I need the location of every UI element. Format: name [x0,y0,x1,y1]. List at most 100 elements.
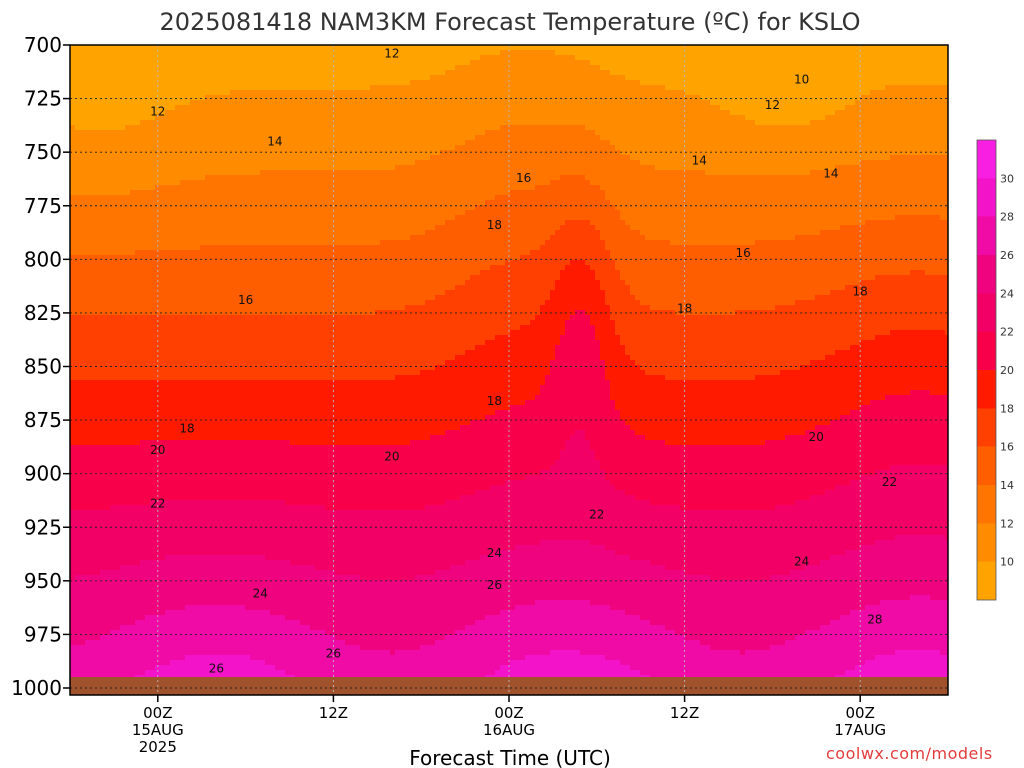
heatmap-cell [250,245,256,251]
heatmap-cell [135,395,141,401]
heatmap-cell [220,665,226,671]
heatmap-cell [225,405,231,411]
heatmap-cell [240,240,246,246]
heatmap-cell [70,435,76,441]
heatmap-cell [160,70,166,76]
heatmap-cell [145,530,151,536]
heatmap-cell [105,215,111,221]
heatmap-cell [180,615,186,621]
heatmap-cell [260,330,266,336]
heatmap-cell [140,385,146,391]
heatmap-cell [145,370,151,376]
heatmap-cell [210,575,216,581]
heatmap-cell [245,325,251,331]
heatmap-cell [245,620,251,626]
heatmap-cell [110,100,116,106]
heatmap-cell [205,525,211,531]
heatmap-cell [75,500,81,506]
heatmap-cell [255,595,261,601]
heatmap-cell [185,150,191,156]
heatmap-cell [125,245,131,251]
heatmap-cell [175,260,181,266]
heatmap-cell [180,45,186,51]
heatmap-cell [160,485,166,491]
heatmap-cell [110,455,116,461]
heatmap-cell [85,350,91,356]
heatmap-cell [240,65,246,71]
heatmap-cell [215,50,221,56]
heatmap-cell [85,270,91,276]
heatmap-cell [225,550,231,556]
heatmap-cell [120,265,126,271]
heatmap-cell [190,490,196,496]
heatmap-cell [90,460,96,466]
heatmap-cell [125,290,131,296]
heatmap-cell [130,50,136,56]
heatmap-cell [90,550,96,556]
heatmap-cell [220,555,226,561]
heatmap-cell [135,385,141,391]
heatmap-cell [245,605,251,611]
heatmap-cell [175,445,181,451]
heatmap-cell [120,270,126,276]
heatmap-cell [90,515,96,521]
heatmap-cell [105,310,111,316]
heatmap-cell [245,545,251,551]
heatmap-cell [90,370,96,376]
heatmap-cell [145,590,151,596]
heatmap-cell [85,575,91,581]
heatmap-cell [225,95,231,101]
heatmap-cell [95,450,101,456]
heatmap-cell [150,565,156,571]
heatmap-cell [210,485,216,491]
heatmap-cell [110,565,116,571]
heatmap-cell [170,505,176,511]
heatmap-cell [165,295,171,301]
heatmap-cell [145,415,151,421]
heatmap-cell [260,520,266,526]
heatmap-cell [220,245,226,251]
heatmap-cell [250,650,256,656]
heatmap-cell [235,425,241,431]
heatmap-cell [210,275,216,281]
heatmap-cell [85,435,91,441]
heatmap-cell [200,520,206,526]
heatmap-cell [185,570,191,576]
heatmap-cell [225,165,231,171]
heatmap-cell [135,60,141,66]
heatmap-cell [215,350,221,356]
heatmap-cell [240,435,246,441]
heatmap-cell [95,525,101,531]
heatmap-cell [240,530,246,536]
heatmap-cell [75,510,81,516]
heatmap-cell [230,205,236,211]
heatmap-cell [80,385,86,391]
heatmap-cell [210,500,216,506]
heatmap-cell [245,330,251,336]
heatmap-cell [135,665,141,671]
heatmap-cell [75,200,81,206]
heatmap-cell [195,560,201,566]
heatmap-cell [215,645,221,651]
heatmap-cell [85,655,91,661]
heatmap-cell [85,95,91,101]
heatmap-cell [240,215,246,221]
heatmap-cell [100,565,106,571]
heatmap-cell [145,500,151,506]
heatmap-cell [215,95,221,101]
heatmap-cell [185,140,191,146]
heatmap-cell [70,75,76,81]
heatmap-cell [165,110,171,116]
heatmap-cell [155,625,161,631]
heatmap-cell [75,150,81,156]
heatmap-cell [205,490,211,496]
heatmap-cell [180,295,186,301]
heatmap-cell [265,165,271,171]
heatmap-cell [235,405,241,411]
heatmap-cell [155,115,161,121]
heatmap-cell [100,170,106,176]
heatmap-cell [180,255,186,261]
heatmap-cell [80,400,86,406]
heatmap-cell [235,340,241,346]
heatmap-cell [140,445,146,451]
